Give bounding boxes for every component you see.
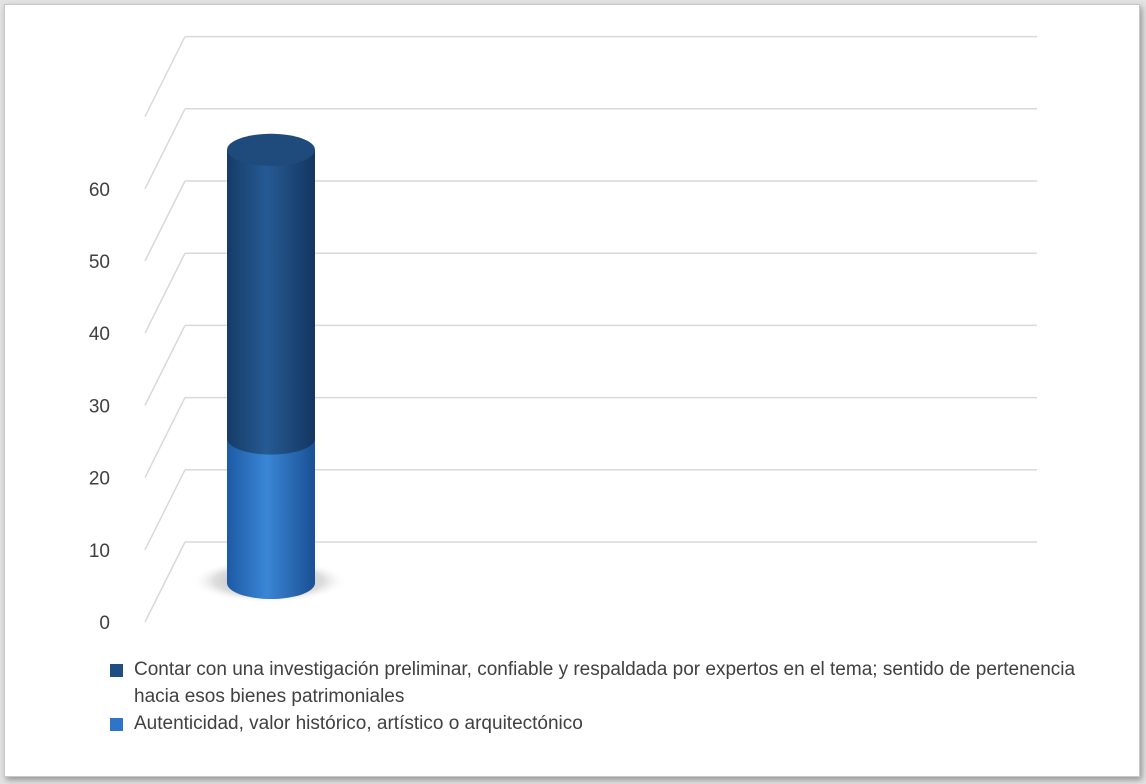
legend-swatch: [110, 718, 123, 731]
bar-top: [227, 133, 315, 166]
y-tick-label: 30: [89, 396, 110, 417]
legend-label: Contar con una investigación preliminar,…: [134, 659, 1076, 707]
y-tick-label: 0: [99, 613, 110, 634]
y-tick-label: 10: [89, 541, 110, 562]
gridline-depth: [144, 36, 186, 117]
gridline-depth: [144, 108, 186, 190]
bar-segment: [227, 438, 315, 599]
gridline-depth: [144, 252, 186, 334]
y-tick-label: 50: [89, 252, 110, 273]
y-tick-label: 40: [89, 324, 110, 345]
chart-frame: [4, 4, 1140, 777]
y-tick-label: 60: [89, 180, 110, 201]
gridline-depth: [144, 397, 186, 478]
legend-item-series-2: Contar con una investigación preliminar,…: [108, 656, 1118, 710]
y-tick-label: 20: [89, 469, 110, 490]
gridline-depth: [144, 469, 186, 551]
legend-swatch: [110, 664, 123, 677]
legend: Contar con una investigación preliminar,…: [108, 656, 1118, 737]
gridline-depth: [144, 180, 186, 262]
legend-item-series-1: Autenticidad, valor histórico, artístico…: [108, 710, 1118, 737]
bar-segment: [227, 149, 315, 455]
gridline-depth: [144, 541, 186, 623]
legend-label: Autenticidad, valor histórico, artístico…: [134, 713, 583, 734]
gridline-depth: [144, 325, 186, 406]
